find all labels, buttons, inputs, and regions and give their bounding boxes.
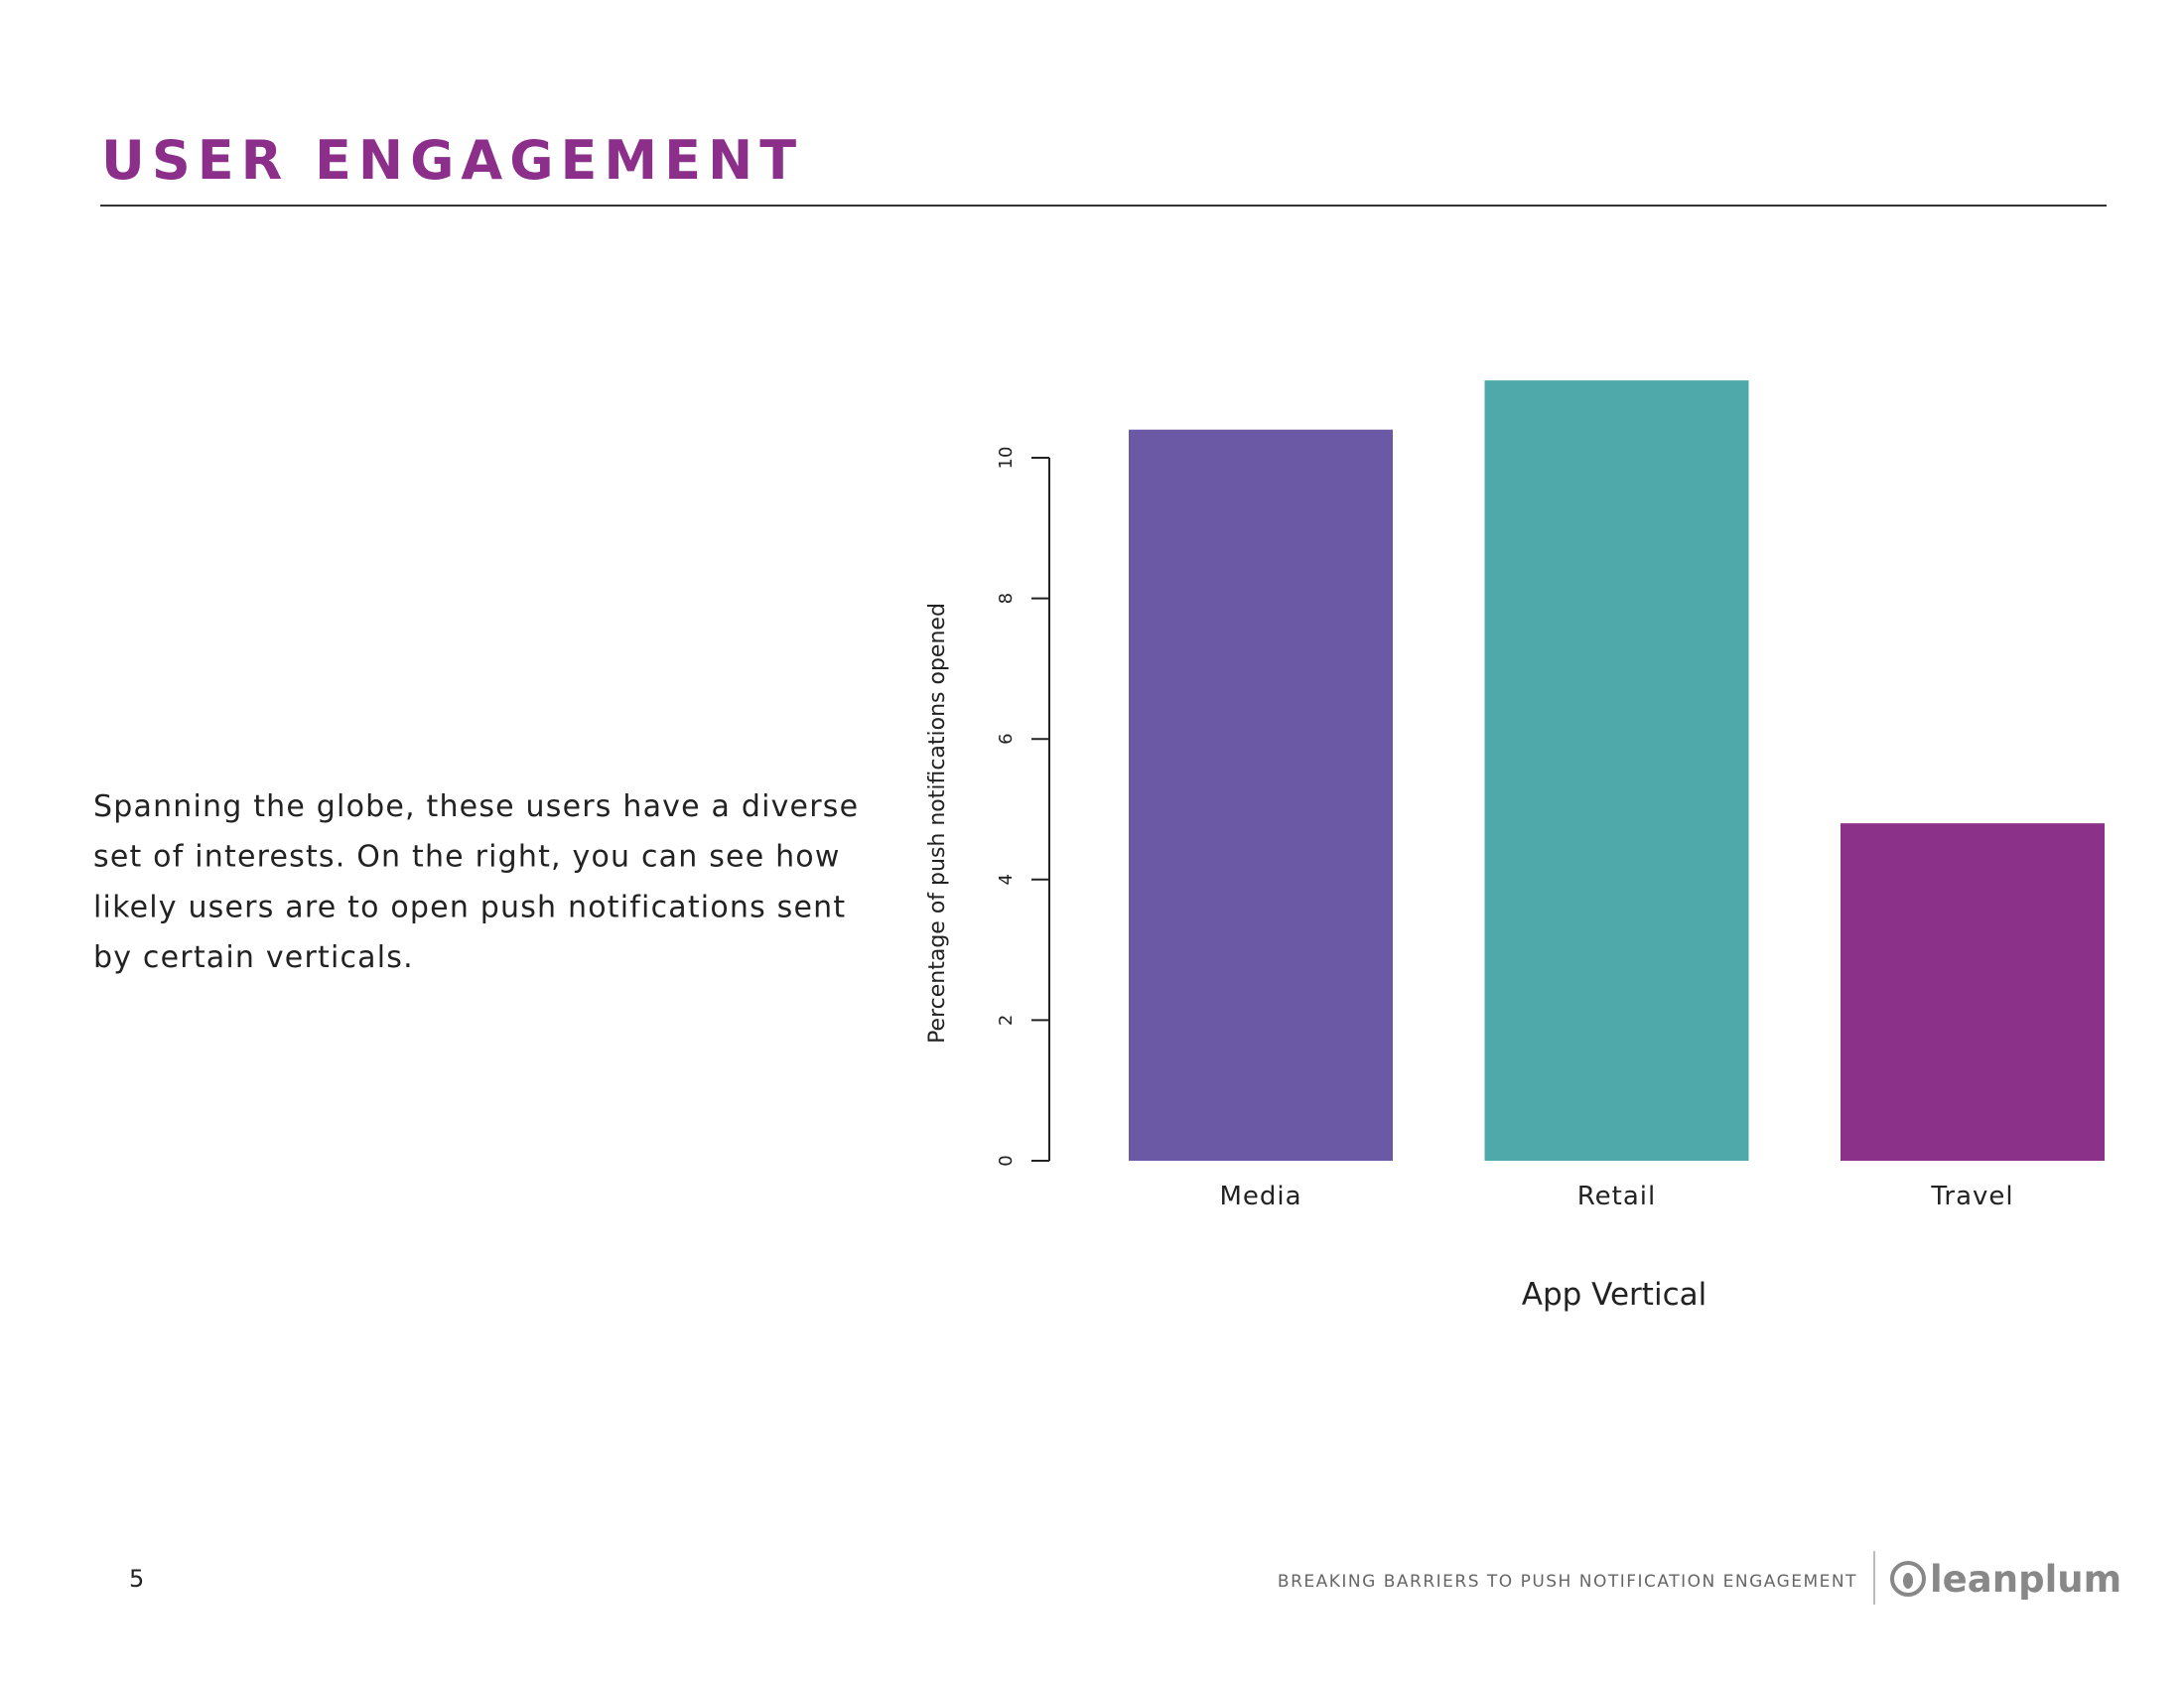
footer-text: BREAKING BARRIERS TO PUSH NOTIFICATION E… bbox=[1278, 1572, 1857, 1592]
body-line: likely users are to open push notificati… bbox=[93, 890, 846, 924]
body-line: set of interests. On the right, you can … bbox=[93, 840, 841, 875]
bar bbox=[1129, 429, 1393, 1161]
page-number: 5 bbox=[129, 1565, 144, 1593]
x-axis-label: App Vertical bbox=[1522, 1277, 1706, 1313]
body-text: Spanning the globe, these users have a d… bbox=[93, 789, 859, 975]
bar bbox=[1841, 823, 2105, 1161]
logo-icon-drop bbox=[1903, 1573, 1913, 1589]
y-tick-label: 10 bbox=[996, 447, 1017, 470]
body-line: by certain verticals. bbox=[93, 940, 414, 975]
x-tick-label: Media bbox=[1219, 1182, 1301, 1211]
chart: 0 2 4 6 8 10 Percentage of push notifications … bbox=[925, 380, 2105, 1313]
y-axis-label: Percentage of push notifications opened bbox=[925, 603, 950, 1044]
bar bbox=[1484, 380, 1749, 1161]
x-tick-label: Retail bbox=[1577, 1182, 1656, 1211]
x-tick-label: Travel bbox=[1930, 1182, 2013, 1211]
logo-icon bbox=[1890, 1561, 1926, 1597]
y-tick-label: 2 bbox=[996, 1015, 1017, 1026]
y-tick-label: 6 bbox=[996, 733, 1017, 744]
y-tick-label: 8 bbox=[996, 593, 1017, 604]
page-title: USER ENGAGEMENT bbox=[101, 129, 803, 192]
body-line: Spanning the globe, these users have a d… bbox=[93, 789, 859, 824]
y-tick-label: 4 bbox=[996, 874, 1017, 885]
logo-text: leanplum bbox=[1930, 1558, 2121, 1601]
y-tick-label: 0 bbox=[996, 1155, 1017, 1166]
